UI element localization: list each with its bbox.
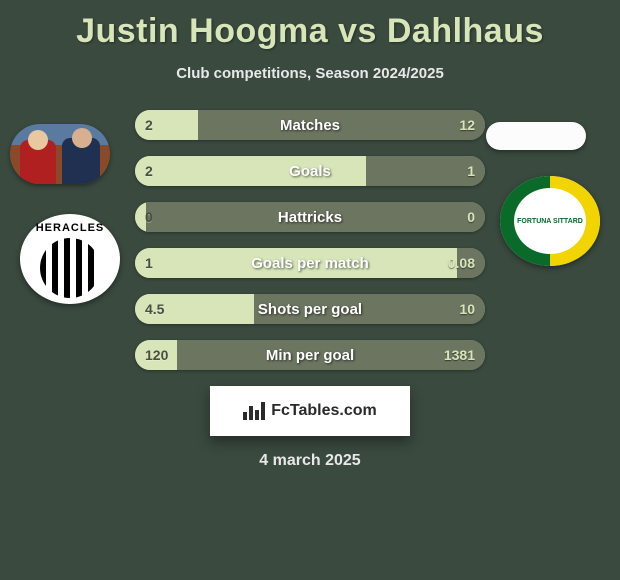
bar-chart-icon (243, 402, 265, 420)
stat-row: 10.08Goals per match (135, 248, 485, 278)
stat-row: 21Goals (135, 156, 485, 186)
value-left: 2 (145, 156, 153, 186)
bar-right (146, 202, 486, 232)
bar-left (135, 202, 146, 232)
bar-right (254, 294, 485, 324)
value-left: 2 (145, 110, 153, 140)
page-title: Justin Hoogma vs Dahlhaus (0, 0, 620, 51)
stat-row: 4.510Shots per goal (135, 294, 485, 324)
stat-row: 212Matches (135, 110, 485, 140)
bar-track (135, 248, 485, 278)
bar-track (135, 294, 485, 324)
bar-right (177, 340, 485, 370)
value-left: 120 (145, 340, 168, 370)
comparison-chart: 212Matches21Goals00Hattricks10.08Goals p… (0, 110, 620, 370)
subtitle: Club competitions, Season 2024/2025 (0, 65, 620, 82)
value-left: 0 (145, 202, 153, 232)
value-left: 4.5 (145, 294, 164, 324)
stat-row: 1201381Min per goal (135, 340, 485, 370)
bar-left (135, 156, 366, 186)
bar-track (135, 202, 485, 232)
bar-right (198, 110, 485, 140)
value-left: 1 (145, 248, 153, 278)
value-right: 0.08 (448, 248, 475, 278)
brand-box: FcTables.com (210, 386, 410, 436)
date-label: 4 march 2025 (0, 452, 620, 470)
value-right: 1381 (444, 340, 475, 370)
value-right: 0 (467, 202, 475, 232)
bar-track (135, 340, 485, 370)
value-right: 1 (467, 156, 475, 186)
value-right: 10 (459, 294, 475, 324)
bar-left (135, 248, 457, 278)
bar-track (135, 156, 485, 186)
stat-row: 00Hattricks (135, 202, 485, 232)
value-right: 12 (459, 110, 475, 140)
bar-track (135, 110, 485, 140)
brand-text: FcTables.com (271, 402, 377, 420)
